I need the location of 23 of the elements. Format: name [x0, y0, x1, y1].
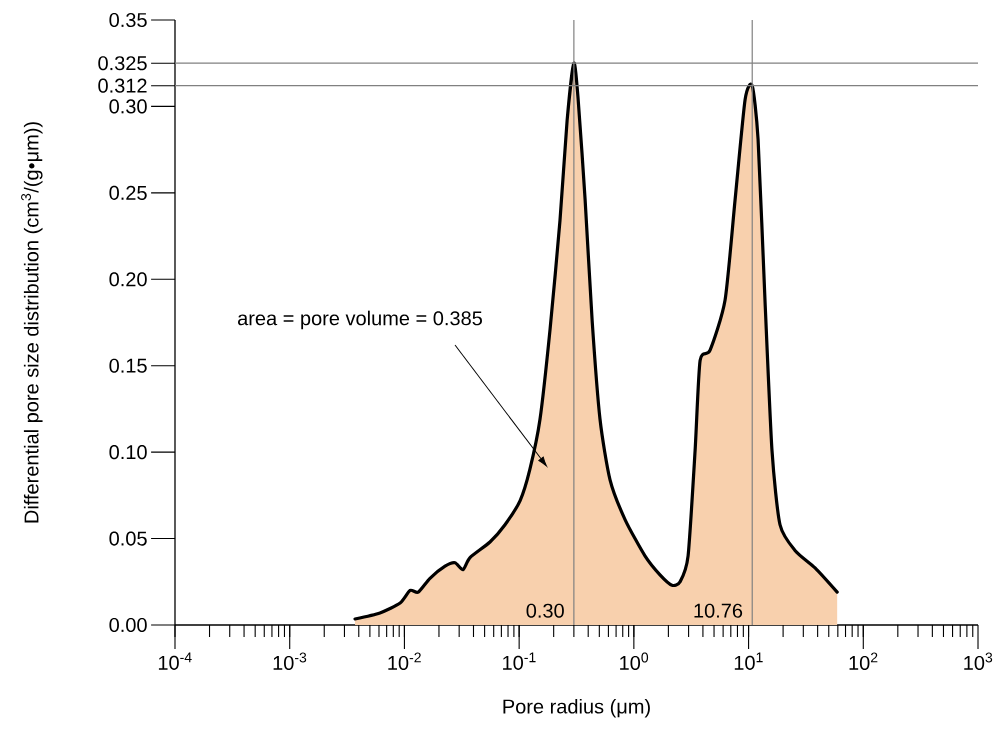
annotation: area = pore volume = 0.385	[237, 310, 482, 330]
x-tick-label: 10$^{-2}$	[388, 652, 421, 671]
x-tick-label: 10$^{1}$	[734, 652, 763, 670]
y-tick-label: 0.312	[98, 78, 147, 93]
x-tick-label: 10$^{-1}$	[503, 652, 536, 670]
y-tick-label: 0.20	[109, 272, 147, 287]
y-tick-label: 0.15	[109, 358, 147, 373]
x-tick-label: 10$^{3}$	[964, 652, 993, 671]
y-tick-label: 0.00	[109, 617, 147, 633]
y-tick-label: 0.35	[109, 12, 147, 28]
y-axis-title: Differential pore size distribution (cm$^{3}$/(g•μm))	[21, 122, 43, 523]
x-tick-label: 10$^{-3}$	[273, 652, 307, 671]
x-axis-title: Pore radius (μm)	[503, 698, 650, 718]
ref-line-label: 10.76	[694, 603, 743, 618]
y-tick-label: 0.25	[109, 185, 147, 200]
ref-line-label: 0.30	[526, 603, 564, 618]
x-tick-label: 10$^{2}$	[849, 652, 878, 671]
y-tick-label: 0.30	[109, 99, 147, 114]
x-tick-label: 10$^{-4}$	[158, 652, 192, 670]
y-tick-label: 0.05	[109, 531, 147, 546]
y-tick-label: 0.325	[98, 56, 147, 71]
y-tick-label: 0.10	[109, 445, 147, 460]
x-tick-label: 10$^{0}$	[620, 652, 649, 671]
